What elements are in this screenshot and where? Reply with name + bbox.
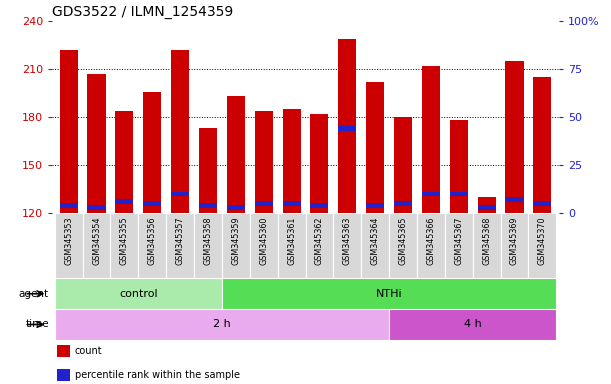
Bar: [171, 192, 189, 196]
Text: GSM345362: GSM345362: [315, 217, 324, 265]
Bar: [389, 309, 556, 340]
Bar: [361, 213, 389, 278]
Bar: [306, 213, 334, 278]
Bar: [277, 213, 306, 278]
Bar: [478, 197, 496, 213]
Bar: [505, 61, 524, 213]
Bar: [115, 199, 133, 204]
Text: GSM345366: GSM345366: [426, 217, 436, 265]
Text: 4 h: 4 h: [464, 319, 481, 329]
Bar: [143, 91, 161, 213]
Text: GSM345369: GSM345369: [510, 217, 519, 265]
Bar: [171, 50, 189, 213]
Text: GSM345364: GSM345364: [371, 217, 379, 265]
Bar: [282, 201, 301, 206]
Bar: [55, 309, 389, 340]
Bar: [57, 369, 70, 381]
Bar: [199, 128, 217, 213]
Bar: [222, 278, 556, 309]
Bar: [334, 213, 361, 278]
Bar: [227, 205, 245, 210]
Bar: [55, 278, 222, 309]
Bar: [473, 213, 500, 278]
Bar: [194, 213, 222, 278]
Text: GSM345357: GSM345357: [175, 217, 185, 265]
Bar: [138, 213, 166, 278]
Bar: [505, 197, 524, 202]
Bar: [250, 213, 277, 278]
Text: agent: agent: [19, 289, 49, 299]
Text: GSM345361: GSM345361: [287, 217, 296, 265]
Bar: [450, 120, 468, 213]
Text: GSM345359: GSM345359: [232, 217, 240, 265]
Text: GSM345354: GSM345354: [92, 217, 101, 265]
Bar: [338, 39, 356, 213]
Bar: [282, 109, 301, 213]
Bar: [111, 213, 138, 278]
Bar: [310, 203, 329, 208]
Text: NTHi: NTHi: [376, 289, 403, 299]
Bar: [500, 213, 529, 278]
Bar: [87, 74, 106, 213]
Bar: [417, 213, 445, 278]
Bar: [115, 111, 133, 213]
Text: count: count: [75, 346, 103, 356]
Bar: [533, 77, 551, 213]
Text: GSM345370: GSM345370: [538, 217, 547, 265]
Text: GSM345358: GSM345358: [203, 217, 213, 265]
Text: GSM345363: GSM345363: [343, 217, 352, 265]
Bar: [255, 111, 273, 213]
Text: GSM345355: GSM345355: [120, 217, 129, 265]
Text: GSM345353: GSM345353: [64, 217, 73, 265]
Bar: [450, 192, 468, 196]
Text: time: time: [25, 319, 49, 329]
Bar: [60, 203, 78, 208]
Bar: [394, 117, 412, 213]
Bar: [422, 66, 440, 213]
Bar: [533, 201, 551, 206]
Bar: [310, 114, 329, 213]
Bar: [366, 203, 384, 208]
Bar: [255, 201, 273, 206]
Bar: [529, 213, 556, 278]
Bar: [55, 213, 82, 278]
Text: GDS3522 / ILMN_1254359: GDS3522 / ILMN_1254359: [52, 5, 233, 19]
Bar: [166, 213, 194, 278]
Bar: [227, 96, 245, 213]
Text: percentile rank within the sample: percentile rank within the sample: [75, 370, 240, 380]
Bar: [389, 213, 417, 278]
Bar: [82, 213, 111, 278]
Bar: [60, 50, 78, 213]
Bar: [422, 192, 440, 196]
Bar: [87, 205, 106, 210]
Bar: [478, 205, 496, 210]
Text: GSM345368: GSM345368: [482, 217, 491, 265]
Text: control: control: [119, 289, 158, 299]
Bar: [222, 213, 250, 278]
Bar: [338, 126, 356, 131]
Bar: [143, 201, 161, 206]
Text: GSM345365: GSM345365: [398, 217, 408, 265]
Bar: [445, 213, 473, 278]
Bar: [57, 345, 70, 357]
Bar: [199, 203, 217, 208]
Bar: [366, 82, 384, 213]
Text: GSM345360: GSM345360: [259, 217, 268, 265]
Text: 2 h: 2 h: [213, 319, 231, 329]
Text: GSM345356: GSM345356: [148, 217, 157, 265]
Bar: [394, 201, 412, 206]
Text: GSM345367: GSM345367: [454, 217, 463, 265]
